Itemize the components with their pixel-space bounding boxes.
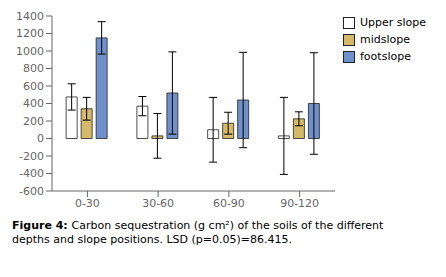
svg-text:30-60: 30-60 <box>142 197 174 210</box>
svg-text:1000: 1000 <box>16 45 44 58</box>
svg-text:-400: -400 <box>19 167 44 180</box>
svg-text:1400: 1400 <box>16 10 44 23</box>
html-text:Figure 4: Carbon sequestration: Figure 4: Carbon sequestration (g cm²) o… <box>12 219 384 232</box>
svg-text:-200: -200 <box>19 150 44 163</box>
svg-text:200: 200 <box>23 115 44 128</box>
svg-text:0: 0 <box>37 132 44 145</box>
html-text:Upper slope: Upper slope <box>360 16 427 29</box>
svg-text:1200: 1200 <box>16 27 44 40</box>
html-text:footslope: footslope <box>360 50 411 63</box>
svg-text:60-90: 60-90 <box>213 197 245 210</box>
svg-text:90-120: 90-120 <box>280 197 319 210</box>
html-text:depths and slope positions. LS: depths and slope positions. LSD (p=0.05)… <box>12 233 293 246</box>
svg-text:-600: -600 <box>19 185 44 198</box>
svg-text:800: 800 <box>23 62 44 75</box>
svg-text:600: 600 <box>23 80 44 93</box>
svg-text:400: 400 <box>23 97 44 110</box>
svg-text:0-30: 0-30 <box>75 197 100 210</box>
html-text:midslope: midslope <box>360 33 410 46</box>
